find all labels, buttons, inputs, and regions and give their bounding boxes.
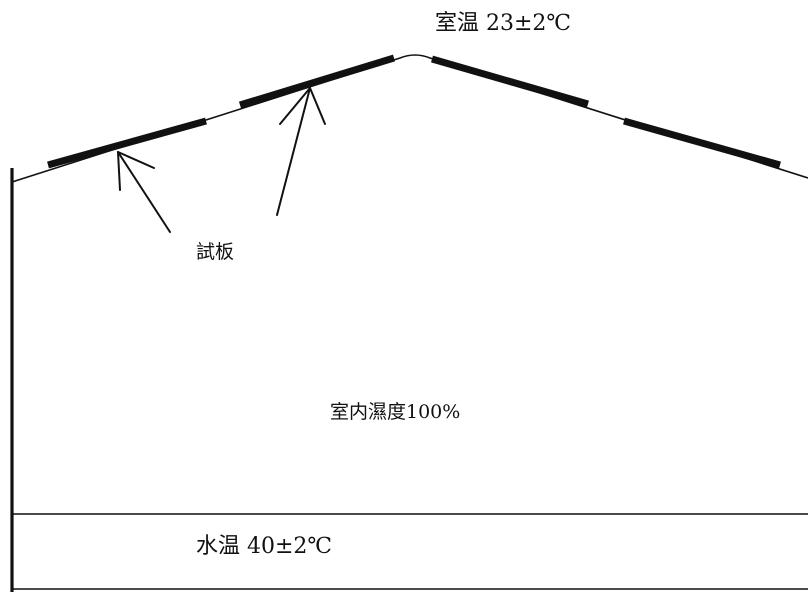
roof-outline [11,54,808,183]
pointer-arrow-left [117,151,171,233]
room-temperature-label: 室温 23±2℃ [435,11,571,36]
test-plate-right-2 [623,117,781,169]
humidity-label: 室内濕度100% [330,401,460,423]
test-plate-left-2 [238,54,396,109]
water-temperature-label: 水温 40±2℃ [196,534,332,559]
test-plate-right-1 [431,55,589,108]
test-plate-left-1 [47,117,207,169]
pointer-arrow-right [276,87,326,216]
test-plate-label: 試板 [196,241,234,263]
